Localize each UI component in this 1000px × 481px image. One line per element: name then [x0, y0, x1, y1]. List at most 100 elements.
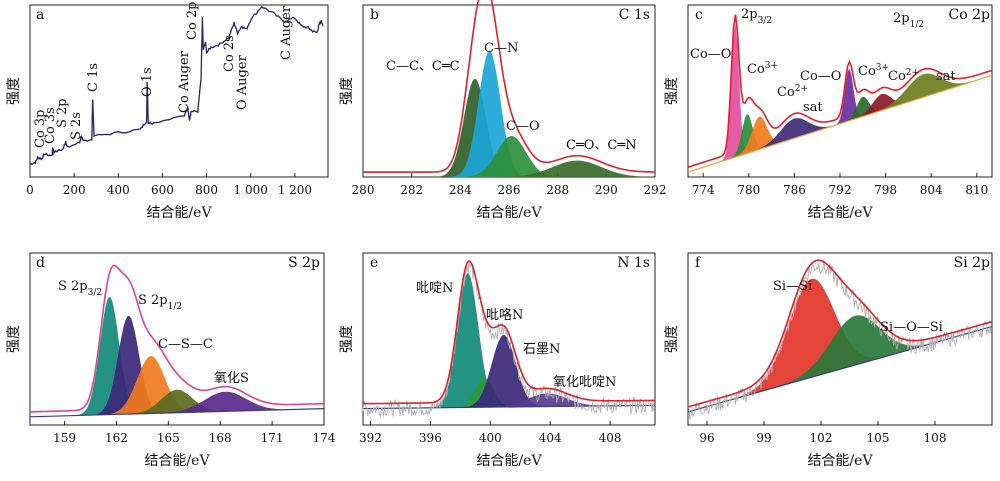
component-peak-1 [688, 75, 992, 173]
peak-label: Si—Si [773, 279, 812, 294]
peak-label: 吡啶N [416, 281, 453, 296]
x-tick-label: 1 000 [234, 183, 268, 197]
survey-peak-label: Co 3p [33, 110, 48, 149]
x-axis-label: 结合能/eV [144, 453, 210, 469]
panel-d: 159 162 165 168 171 174 结合能/eV 强度 d S 2p S 2p3/2 S … [6, 252, 336, 469]
x-axis-label: 结合能/eV [807, 453, 873, 469]
peak-label: C═O、C═N [566, 138, 637, 153]
panel-letter: e [370, 255, 378, 271]
x-axis-label: 结合能/eV [476, 453, 542, 469]
component-peak-2 [363, 136, 655, 177]
survey-peak-label: Co 2p [185, 2, 200, 41]
x-tick-label: 400 [479, 431, 502, 445]
peak-label: Si—O—Si [880, 320, 943, 335]
panel-title: S 2p [288, 255, 320, 271]
x-tick-label: 774 [692, 183, 715, 197]
panel-title: N 1s [617, 255, 650, 271]
y-axis-label: 强度 [339, 325, 355, 353]
component-peak-2 [363, 334, 655, 409]
survey-peak-label: Co 2s [222, 35, 237, 72]
x-tick-label: 600 [151, 183, 174, 197]
x-tick-label: 800 [195, 183, 218, 197]
panel-title: C 1s [619, 7, 650, 23]
panel-f: 96 99 102 105 108 结合能/eV 强度 f Si 2p Si—Si Si—O—Si [664, 252, 993, 469]
x-tick-label: 810 [965, 183, 988, 197]
x-tick-label: 786 [783, 183, 806, 197]
x-tick-label: 171 [261, 431, 284, 445]
peak-label: S 2p3/2 [58, 279, 102, 298]
x-tick-label: 168 [209, 431, 232, 445]
envelope-line [363, 0, 655, 173]
panel-letter: a [36, 7, 44, 23]
x-tick-label: 392 [359, 431, 382, 445]
spin-orbit-label: 2p3/2 [741, 7, 772, 26]
peak-label: S 2p1/2 [138, 293, 182, 312]
envelope-line [363, 259, 655, 405]
peak-label: Co—O [800, 69, 841, 84]
plot-frame [29, 252, 325, 426]
panel-letter: c [695, 7, 703, 23]
panel-title: Si 2p [954, 255, 990, 271]
x-tick-label: 165 [157, 431, 180, 445]
x-tick-label: 1 200 [278, 183, 312, 197]
peak-label: Co2+ [777, 84, 808, 100]
x-tick-label: 162 [105, 431, 128, 445]
peak-label: C—C、C═C [386, 59, 460, 74]
x-tick-label: 400 [107, 183, 130, 197]
x-tick-label: 798 [874, 183, 897, 197]
x-tick-label: 288 [546, 183, 569, 197]
x-tick-label: 290 [595, 183, 618, 197]
plot-frame [29, 4, 329, 178]
peak-label: C—S—C [158, 337, 213, 352]
y-axis-label: 强度 [6, 325, 22, 353]
x-tick-label: 159 [53, 431, 76, 445]
x-tick-label: 804 [920, 183, 943, 197]
x-tick-label: 284 [449, 183, 472, 197]
component-peak-0 [30, 296, 324, 417]
envelope-line [687, 14, 993, 168]
x-tick-label: 282 [400, 183, 423, 197]
x-tick-label: 404 [539, 431, 562, 445]
survey-peak-label: O Auger [235, 54, 250, 110]
peak-label: Co2+ [888, 68, 919, 84]
panel-letter: d [36, 255, 45, 271]
peak-label: Co3+ [747, 61, 778, 77]
survey-peak-label: C Auger [279, 5, 294, 60]
x-axis-label: 结合能/eV [146, 205, 212, 221]
x-tick-label: 0 [26, 183, 34, 197]
panel-e: 392 396 400 404 408 结合能/eV 强度 e N 1s 吡啶N 吡咯N 石墨N 氧化吡… [339, 252, 656, 469]
panel-b: 280 282 284 286 288 290 292 结合能/eV 强度 b C 1s C—C、C═… [339, 0, 666, 221]
y-axis-label: 强度 [339, 77, 355, 105]
x-tick-label: 780 [737, 183, 760, 197]
x-tick-label: 792 [829, 183, 852, 197]
x-tick-label: 286 [498, 183, 521, 197]
survey-peak-label: S 2s [69, 112, 84, 140]
component-peak-0 [688, 23, 992, 173]
component-peak-3 [363, 160, 655, 177]
component-peak-4 [688, 68, 992, 173]
component-peak-1 [688, 315, 992, 412]
envelope-line [29, 264, 324, 413]
peak-label: Co—O [690, 47, 731, 62]
survey-line [29, 5, 324, 166]
baseline [29, 408, 325, 418]
y-axis-label: 强度 [6, 77, 22, 105]
peak-label: 氧化吡啶N [553, 375, 616, 390]
plot-frame [687, 252, 993, 426]
peak-label: C—N [484, 41, 518, 56]
x-tick-label: 96 [699, 431, 714, 445]
survey-peak-label: Co 3s [43, 107, 58, 144]
survey-peak-label: S 2p [55, 98, 70, 128]
plot-frame [362, 252, 656, 426]
component-peak-3 [30, 389, 324, 417]
panel-title: Co 2p [949, 7, 990, 23]
x-tick-label: 174 [313, 431, 336, 445]
peak-label: Co3+ [858, 63, 889, 79]
survey-peak-label: C 1s [86, 63, 101, 92]
x-tick-label: 200 [63, 183, 86, 197]
survey-peak-label: Co Auger [177, 50, 192, 113]
y-axis-label: 强度 [664, 77, 680, 105]
survey-peak-label: O 1s [140, 67, 155, 97]
